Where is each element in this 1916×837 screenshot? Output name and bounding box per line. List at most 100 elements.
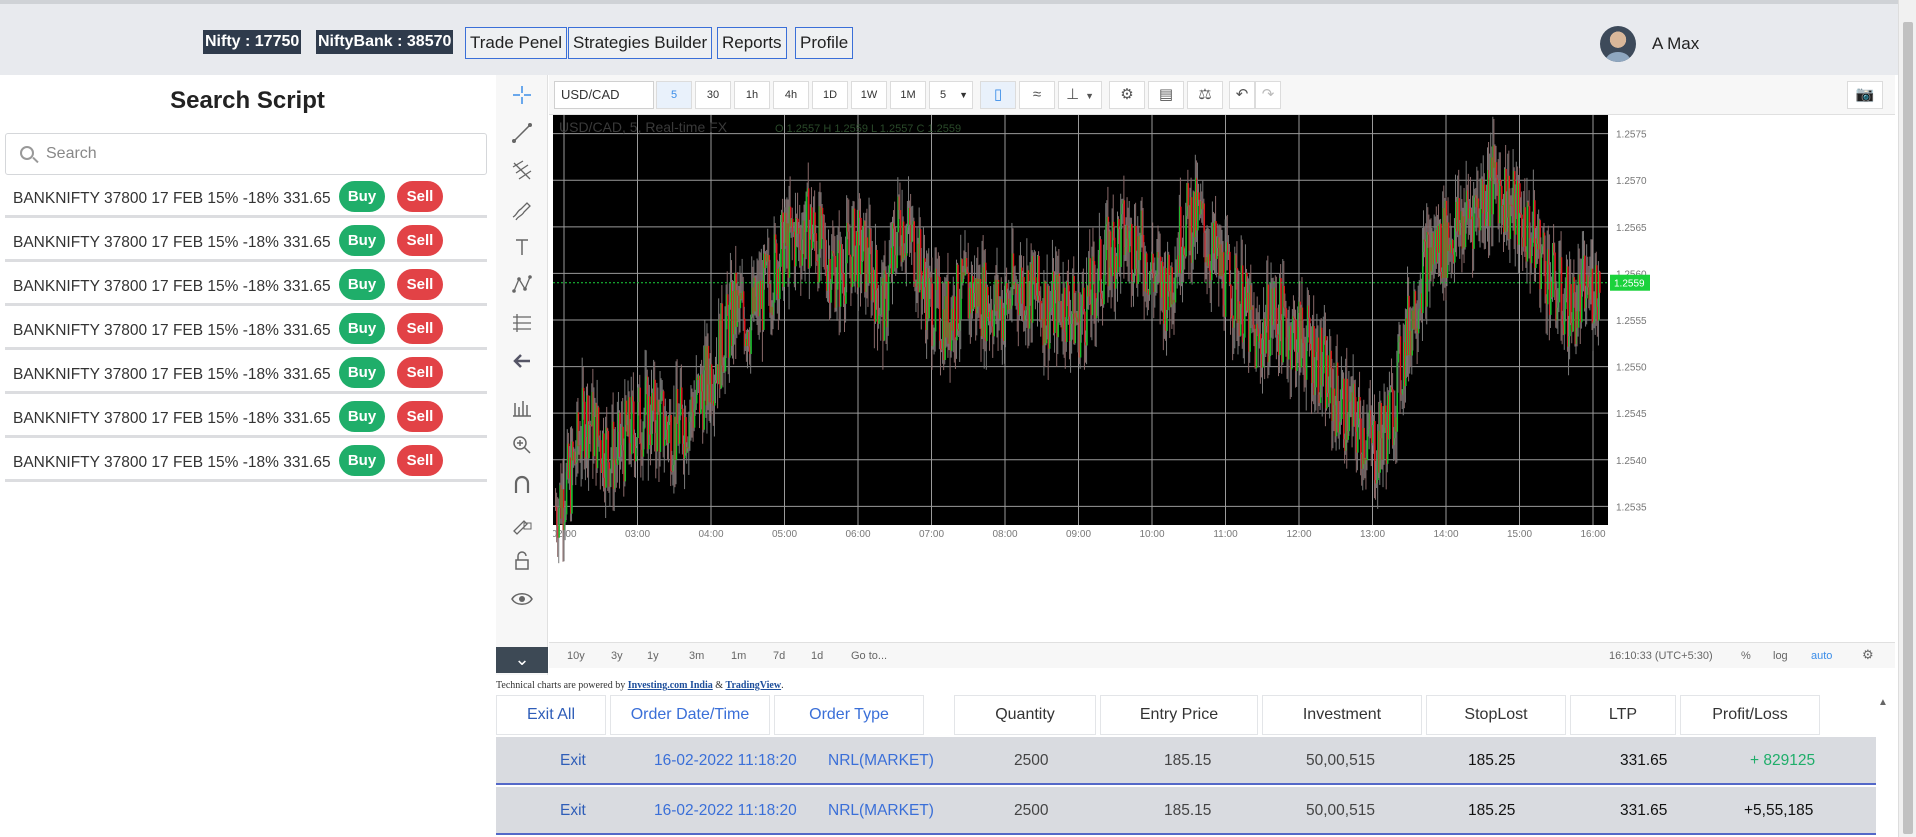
timeframe-5[interactable]: 5 [656,81,692,109]
symbol-input[interactable]: USD/CAD [554,81,654,109]
buy-button[interactable]: Buy [339,269,385,300]
tradingview-link[interactable]: TradingView [725,680,782,691]
sell-button[interactable]: Sell [397,445,443,476]
exit-button[interactable]: Exit [560,802,586,819]
sell-button[interactable]: Sell [397,313,443,344]
table-scroll-up-icon[interactable]: ▲ [1878,697,1888,708]
nav-profile[interactable]: Profile [795,27,854,59]
buy-button[interactable]: Buy [339,401,385,432]
buy-button[interactable]: Buy [339,445,385,476]
buy-button[interactable]: Buy [339,313,385,344]
auto-toggle[interactable]: auto [1811,650,1833,662]
candle-body [1267,284,1270,363]
buy-button[interactable]: Buy [339,357,385,388]
script-row[interactable]: BANKNIFTY 37800 17 FEB 15% -18% 331.65 Bu… [5,178,487,218]
search-box[interactable] [5,133,487,175]
nav-trade-panel[interactable]: Trade Penel [465,27,567,59]
nav-strategies-builder[interactable]: Strategies Builder [568,27,713,59]
lock-icon[interactable] [510,549,534,573]
sell-button[interactable]: Sell [397,225,443,256]
candle-body [859,210,861,218]
search-input[interactable] [46,142,476,166]
candle-body [1088,258,1090,297]
candle-body [610,459,613,470]
candle-body [834,255,837,308]
brush-icon[interactable] [510,197,534,221]
candle-body [1268,356,1271,363]
sell-button[interactable]: Sell [397,357,443,388]
script-row[interactable]: BANKNIFTY 37800 17 FEB 15% -18% 331.65 Bu… [5,398,487,438]
chevron-down-icon[interactable]: ⌄ [496,647,548,673]
indicators-icon[interactable]: ⊥ ▼ [1058,81,1102,109]
sell-button[interactable]: Sell [397,401,443,432]
price-chart[interactable]: 1.25751.25701.25651.25601.25551.25501.25… [553,115,1892,642]
range-1d[interactable]: 1d [811,650,824,662]
buy-button[interactable]: Buy [339,181,385,212]
zoom-icon[interactable] [510,433,534,457]
candle-body [1322,340,1325,374]
exit-all-button[interactable]: Exit All [496,695,606,735]
avatar[interactable] [1600,26,1636,62]
log-toggle[interactable]: log [1773,650,1788,662]
eye-icon[interactable] [510,587,534,611]
timeframe-4h[interactable]: 4h [773,81,809,109]
script-row[interactable]: BANKNIFTY 37800 17 FEB 15% -18% 331.65 Bu… [5,266,487,306]
sell-button[interactable]: Sell [397,181,443,212]
candle-body [914,280,917,288]
candle-body [1055,275,1057,290]
timeframe-30[interactable]: 30 [695,81,731,109]
script-row[interactable]: BANKNIFTY 37800 17 FEB 15% -18% 331.65 Bu… [5,222,487,262]
script-row[interactable]: BANKNIFTY 37800 17 FEB 15% -18% 331.65 Bu… [5,310,487,350]
trend-line-icon[interactable] [510,121,534,145]
timeframe-1d[interactable]: 1D [812,81,848,109]
exit-button[interactable]: Exit [560,752,586,769]
lock-drawing-icon[interactable] [510,511,534,535]
text-tool-icon[interactable] [510,235,534,259]
crosshair-icon[interactable] [510,83,534,107]
candle-body [584,401,586,458]
percent-toggle[interactable]: % [1741,650,1751,662]
magnet-icon[interactable] [510,473,534,497]
range-10y[interactable]: 10y [567,650,585,662]
range-7d[interactable]: 7d [773,650,786,662]
buy-button[interactable]: Buy [339,225,385,256]
range-1m[interactable]: 1m [731,650,747,662]
line-chart-icon[interactable]: ≈ [1019,81,1055,109]
user-name[interactable]: A Max [1652,34,1700,53]
candle-body [1087,285,1089,297]
measure-icon[interactable] [510,395,534,419]
candles-icon[interactable]: ▯ [980,81,1016,109]
timeframe-1m[interactable]: 1M [890,81,926,109]
gear-icon[interactable]: ⚙ [1862,647,1874,662]
camera-icon[interactable]: 📷 [1847,81,1883,109]
range-3y[interactable]: 3y [611,650,623,662]
script-name: BANKNIFTY 37800 17 FEB 15% -18% 331.65 [13,322,331,339]
candle-body [945,296,947,338]
compare-icon[interactable]: ⚖ [1187,81,1223,109]
undo-icon[interactable]: ↶ [1229,81,1255,109]
timeframe-1h[interactable]: 1h [734,81,770,109]
back-arrow-icon[interactable] [510,349,534,373]
page-scrollbar[interactable] [1898,0,1916,837]
nav-reports[interactable]: Reports [717,27,787,59]
candle-body [643,415,646,429]
scrollbar-thumb[interactable] [1903,22,1913,834]
range-1y[interactable]: 1y [647,650,659,662]
candle-body [1503,204,1505,233]
gear-icon[interactable]: ⚙ [1109,81,1145,109]
pattern-icon[interactable] [510,273,534,297]
timeframe-1w[interactable]: 1W [851,81,887,109]
bar-chart-icon[interactable]: ▤ [1148,81,1184,109]
redo-icon[interactable]: ↷ [1255,81,1281,109]
goto-date[interactable]: Go to... [851,650,888,662]
investing-link[interactable]: Investing.com India [627,680,713,691]
fib-tool-icon[interactable] [510,159,534,183]
forecast-icon[interactable] [510,311,534,335]
interval-select[interactable]: 5 ▼ [929,81,973,109]
script-row[interactable]: BANKNIFTY 37800 17 FEB 15% -18% 331.65 Bu… [5,442,487,482]
script-row[interactable]: BANKNIFTY 37800 17 FEB 15% -18% 331.65 Bu… [5,354,487,394]
candle-body [1495,162,1498,178]
sell-button[interactable]: Sell [397,269,443,300]
range-3m[interactable]: 3m [689,650,705,662]
candle-body [864,220,866,292]
